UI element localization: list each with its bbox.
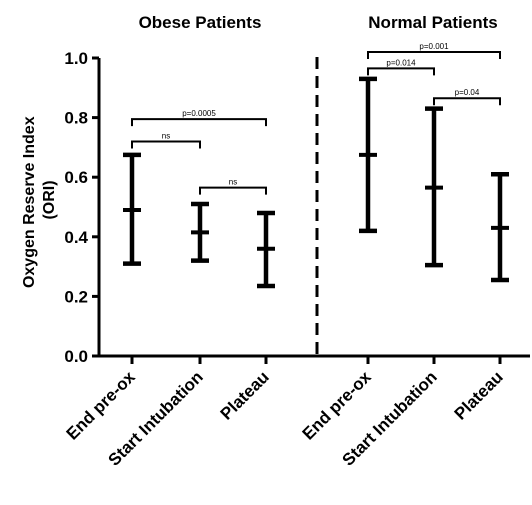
significance-bracket	[131, 140, 201, 149]
y-tick-label: 0.4	[64, 228, 88, 247]
significance-bracket	[433, 97, 501, 106]
y-tick-label: 1.0	[64, 49, 88, 68]
y-tick-label: 0.8	[64, 109, 88, 128]
x-category-label: Plateau	[451, 367, 507, 423]
y-tick-label: 0.6	[64, 168, 88, 187]
panel-title: Obese Patients	[139, 13, 262, 32]
significance-label: p=0.0005	[182, 109, 216, 118]
significance-bracket	[367, 51, 501, 60]
significance-label: p=0.04	[455, 88, 480, 97]
y-axis-label-line2: (ORI)	[41, 180, 58, 219]
y-tick-label: 0.2	[64, 287, 88, 306]
significance-label: ns	[229, 178, 237, 187]
significance-bracket	[131, 118, 267, 127]
significance-label: p=0.014	[386, 58, 416, 67]
x-category-label: Plateau	[217, 367, 273, 423]
panel-title: Normal Patients	[368, 13, 497, 32]
significance-bracket	[199, 186, 267, 195]
y-tick-label: 0.0	[64, 347, 88, 366]
significance-bracket	[367, 67, 435, 76]
significance-label: ns	[162, 131, 170, 140]
y-axis-label: Oxygen Reserve Index (ORI)	[21, 112, 58, 288]
y-axis-label-line1: Oxygen Reserve Index	[21, 116, 38, 288]
significance-label: p=0.001	[419, 42, 449, 51]
